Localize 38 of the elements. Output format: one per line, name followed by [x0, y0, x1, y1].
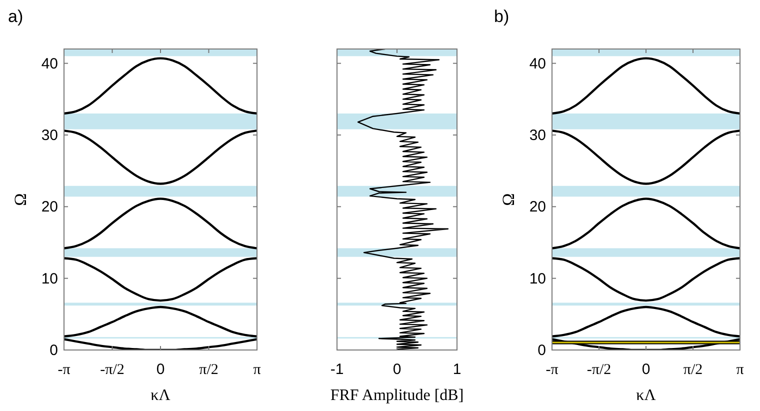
x-tick-label: -π: [546, 362, 559, 378]
line-series: [64, 257, 257, 302]
y-tick-label: 10: [529, 270, 546, 288]
x-tick-label: 0: [642, 361, 650, 378]
y-axis-title: Ω: [499, 193, 518, 206]
y-tick-label: 10: [41, 270, 58, 288]
x-axis-title: FRF Amplitude [dB]: [330, 387, 464, 404]
x-axis-title: κΛ: [636, 387, 656, 404]
line-series: [64, 130, 257, 185]
y-tick-label: 0: [538, 342, 546, 359]
line-series: [552, 57, 740, 115]
x-tick-label: π: [736, 362, 744, 378]
line-series: [552, 257, 740, 302]
y-axis-title: Ω: [11, 193, 30, 206]
chart-title: b): [494, 7, 510, 26]
y-tick-label: 40: [529, 55, 546, 72]
line-series: [552, 198, 740, 250]
x-tick-label: π: [253, 362, 262, 378]
x-tick-label: 0: [392, 361, 402, 378]
x-tick-label: -π/2: [586, 362, 612, 378]
x-tick-label: 1: [452, 361, 462, 378]
x-tick-label: 0: [156, 361, 165, 378]
x-tick-label: π/2: [683, 362, 703, 378]
y-tick-label: 40: [41, 55, 58, 72]
x-tick-label: π/2: [199, 362, 218, 378]
chart-title: a): [8, 7, 24, 26]
line-series: [64, 57, 257, 115]
y-tick-label: 20: [529, 198, 546, 216]
x-axis-title: κΛ: [150, 387, 171, 404]
y-tick-label: 30: [41, 127, 58, 144]
x-tick-label: -1: [330, 361, 344, 378]
y-tick-label: 0: [50, 342, 58, 359]
x-tick-label: -π: [58, 362, 71, 378]
y-tick-label: 30: [529, 127, 546, 144]
line-series: [552, 130, 740, 185]
line-series: [64, 198, 257, 250]
y-tick-label: 20: [41, 198, 58, 216]
x-tick-label: -π/2: [100, 362, 124, 378]
